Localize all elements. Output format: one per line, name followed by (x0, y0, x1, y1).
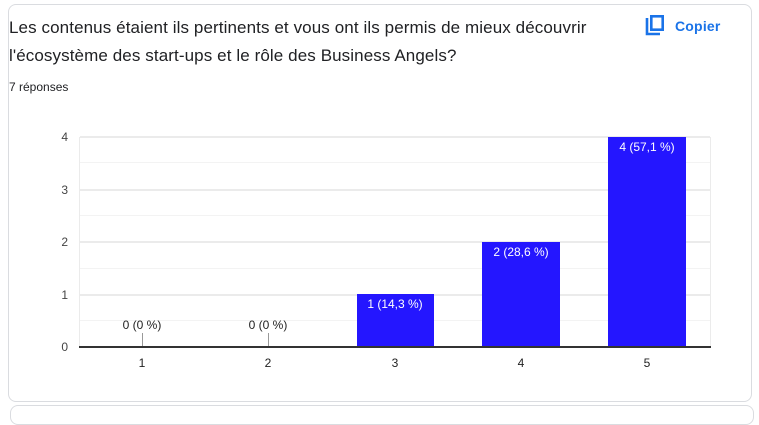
bar-label-4: 2 (28,6 %) (493, 245, 549, 259)
y-tick-0: 0 (61, 340, 68, 354)
copy-button[interactable]: Copier (645, 12, 721, 40)
gridline-2-5 (80, 215, 710, 216)
gridline-3-5 (80, 162, 710, 163)
y-tick-3: 3 (61, 183, 68, 197)
x-tick-5: 5 (643, 356, 651, 370)
gridline-2 (80, 241, 710, 243)
x-tick-3: 3 (391, 356, 399, 370)
bar-5[interactable] (608, 137, 686, 347)
next-question-card (10, 405, 754, 425)
bar-label-5: 4 (57,1 %) (619, 140, 675, 154)
bar-4[interactable] (482, 242, 560, 347)
question-title: Les contenus étaient ils pertinents et v… (9, 18, 587, 65)
y-tick-4: 4 (61, 130, 68, 144)
zero-stub-1 (142, 333, 143, 347)
x-tick-2: 2 (264, 356, 272, 370)
x-tick-1: 1 (138, 356, 146, 370)
bar-label-3: 1 (14,3 %) (367, 297, 423, 311)
gridline-4 (80, 136, 710, 138)
gridline-3 (80, 189, 710, 191)
copy-icon (645, 14, 665, 37)
bar-label-1: 0 (0 %) (122, 318, 162, 332)
y-tick-2: 2 (61, 235, 68, 249)
copy-label: Copier (675, 18, 721, 34)
x-axis-line (79, 346, 711, 348)
zero-stub-2 (268, 333, 269, 347)
gridline-1-5 (80, 268, 710, 269)
response-count: 7 réponses (9, 80, 69, 94)
bar-3[interactable] (357, 294, 434, 347)
y-tick-1: 1 (61, 288, 68, 302)
bar-label-2: 0 (0 %) (248, 318, 288, 332)
x-tick-4: 4 (517, 356, 525, 370)
